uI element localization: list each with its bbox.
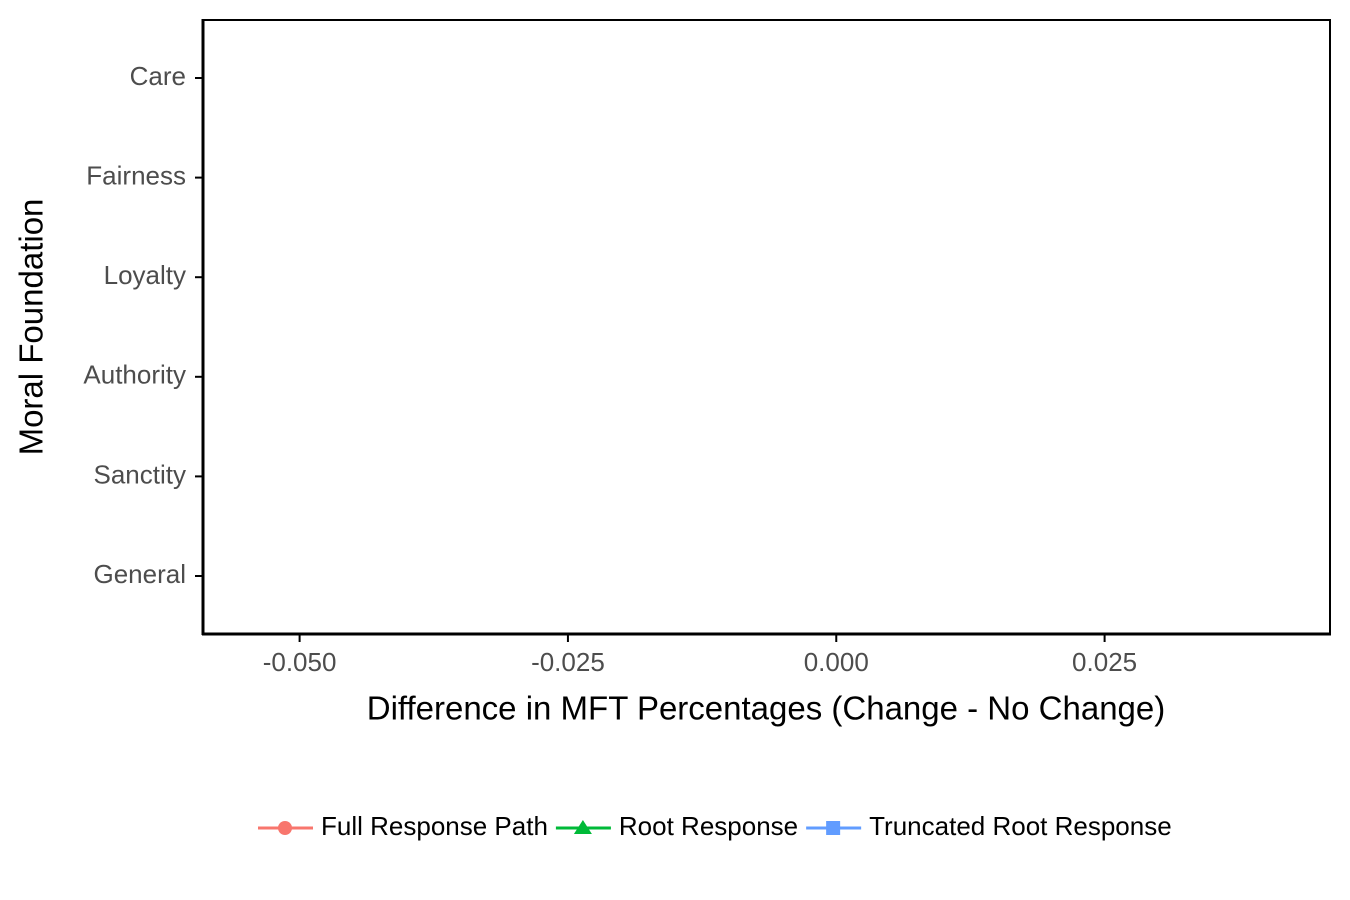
legend-key-marker [573,820,592,834]
x-tick-label: -0.025 [531,647,605,677]
x-tick-label: 0.000 [804,647,869,677]
legend-key-marker [826,821,841,835]
panel [202,19,1331,635]
x-tick-label: 0.025 [1072,647,1137,677]
y-tick-label: Authority [83,360,186,390]
legend-label: Full Response Path [321,811,548,841]
y-tick-label: Fairness [86,160,186,190]
y-tick-label: Sanctity [94,459,187,489]
legend-key-marker [278,821,292,835]
x-axis-title: Difference in MFT Percentages (Change - … [367,690,1166,727]
legend-label: Truncated Root Response [869,811,1172,841]
x-tick-label: -0.050 [263,647,337,677]
y-tick-label: General [94,559,187,589]
legend-label: Root Response [619,811,798,841]
y-tick-label: Loyalty [104,260,186,290]
y-axis-title: Moral Foundation [13,199,50,456]
y-tick-label: Care [130,61,186,91]
